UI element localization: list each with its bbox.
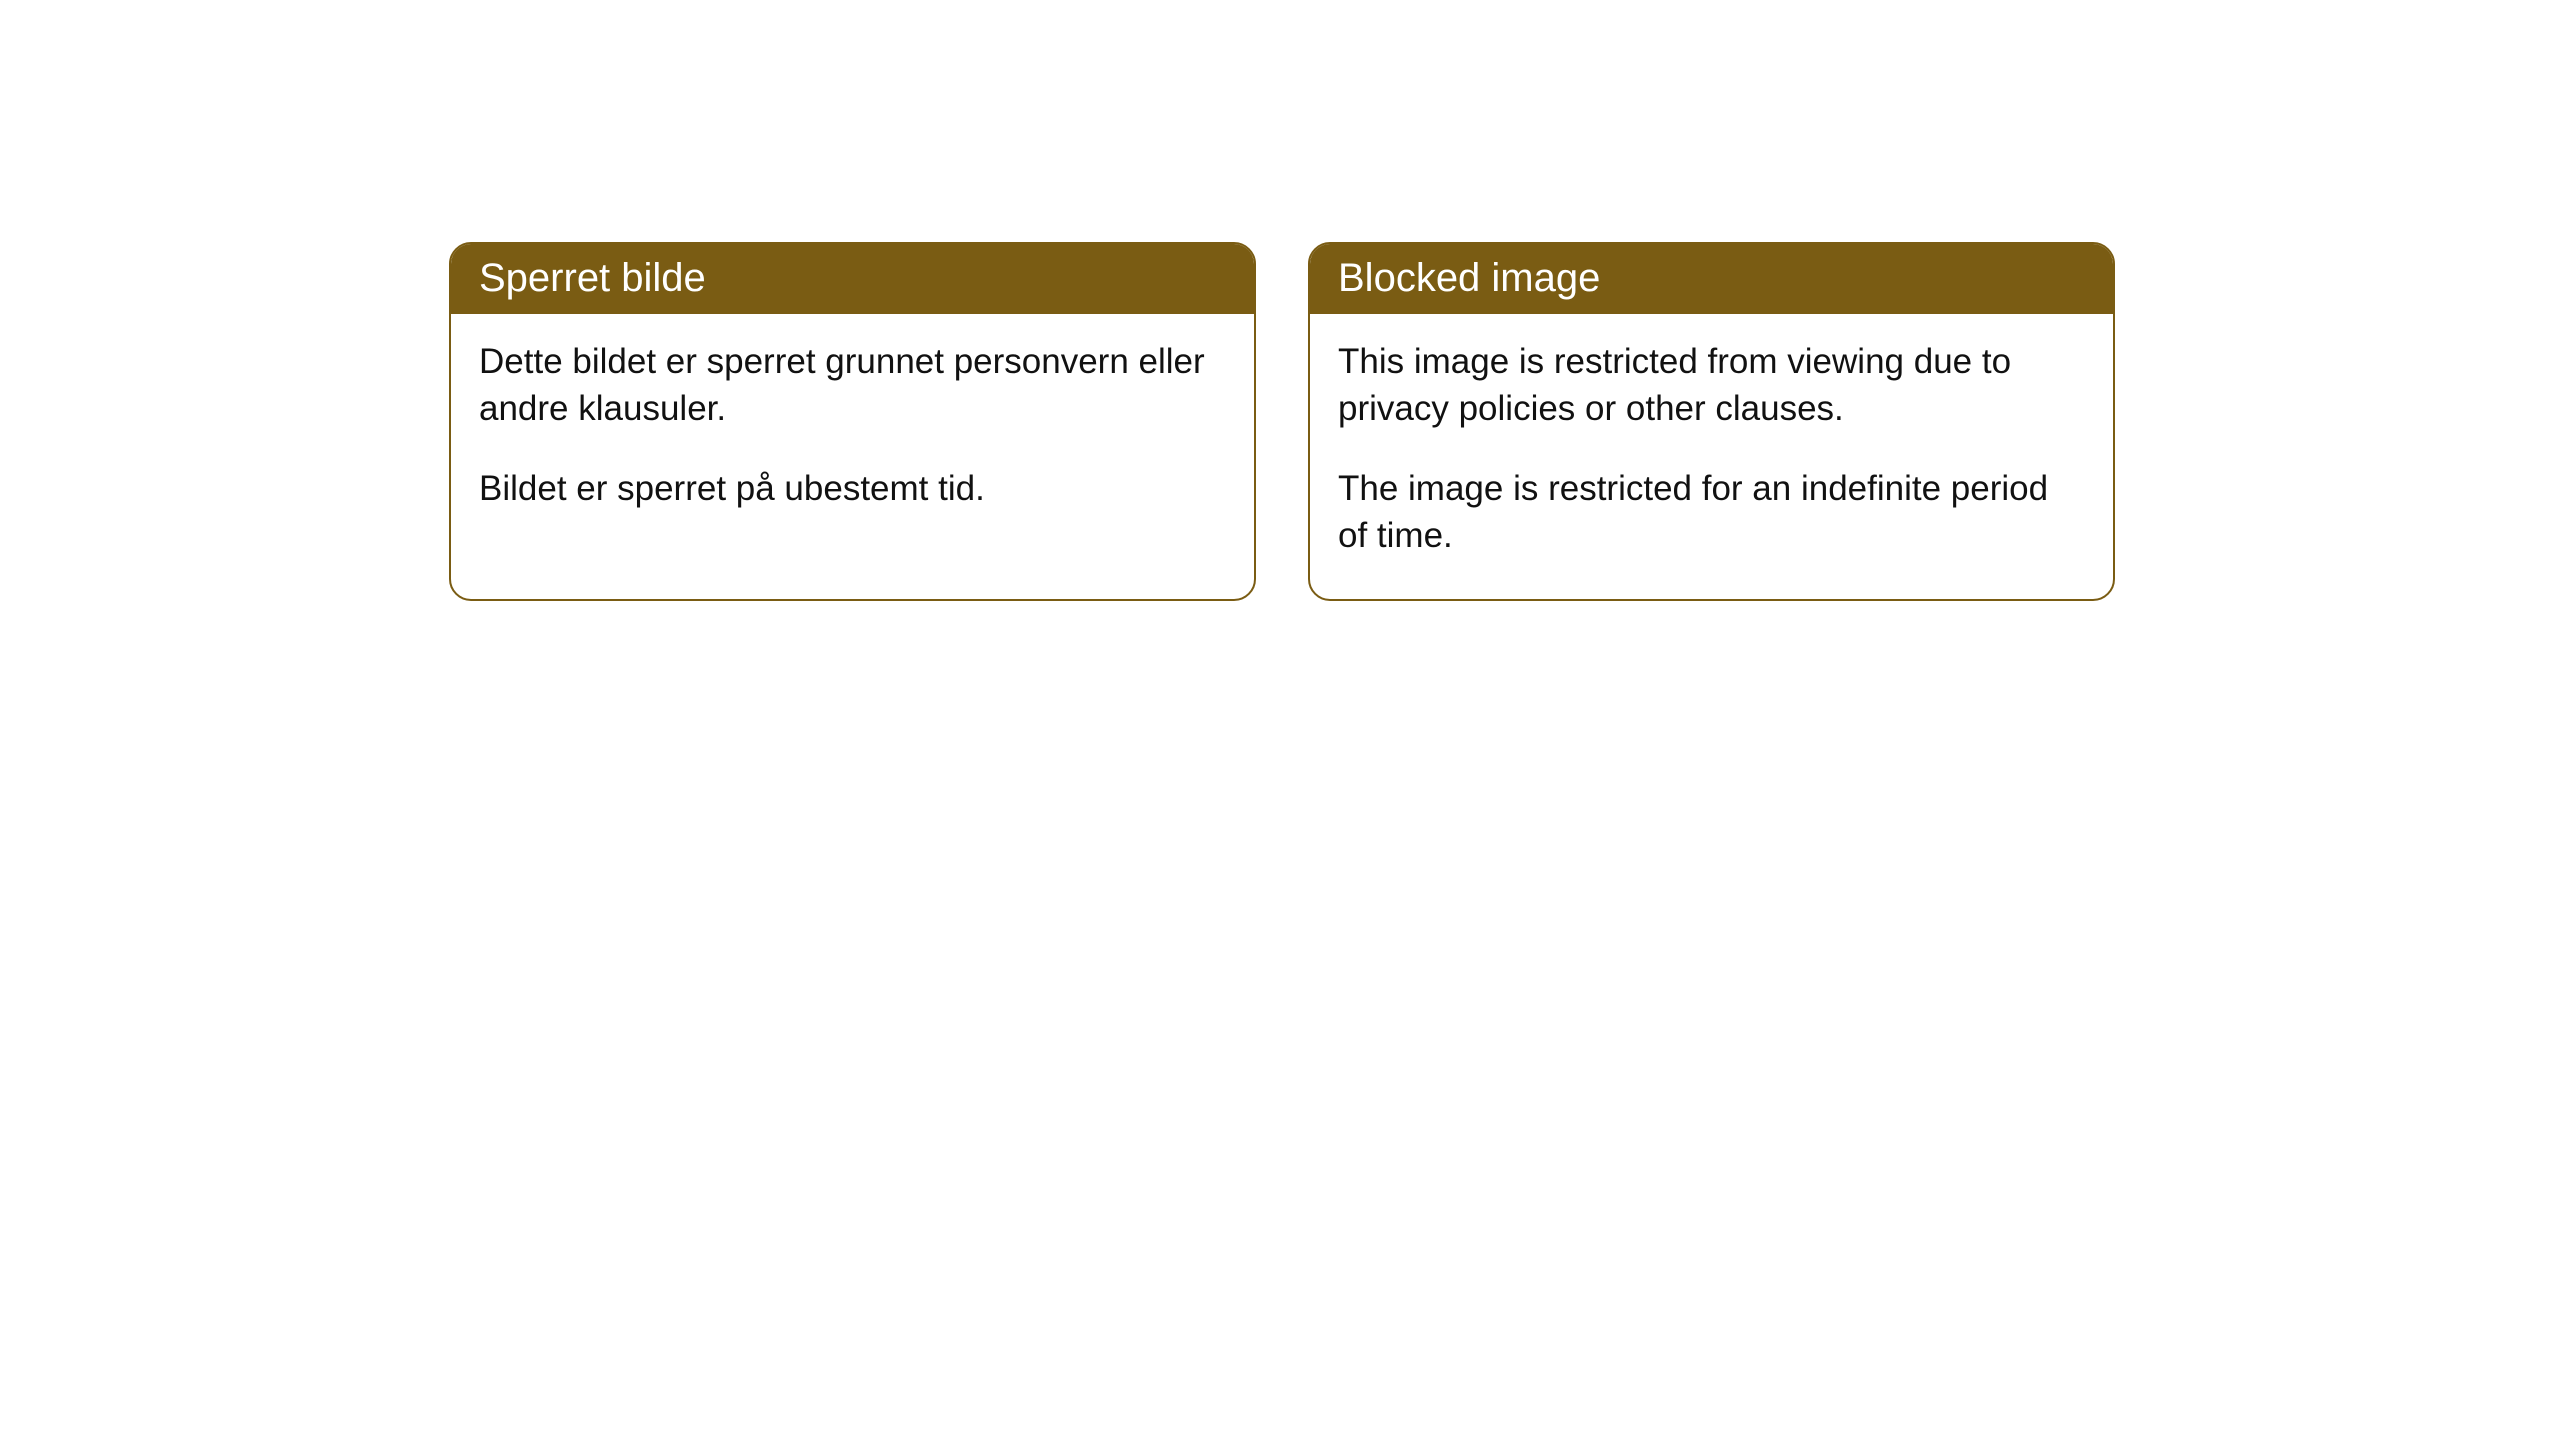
notice-container: Sperret bilde Dette bildet er sperret gr…: [0, 0, 2560, 601]
card-body-en: This image is restricted from viewing du…: [1310, 314, 2113, 599]
card-body-no: Dette bildet er sperret grunnet personve…: [451, 314, 1254, 552]
card-paragraph-en-1: This image is restricted from viewing du…: [1338, 338, 2085, 433]
card-paragraph-no-2: Bildet er sperret på ubestemt tid.: [479, 465, 1226, 512]
card-paragraph-en-2: The image is restricted for an indefinit…: [1338, 465, 2085, 560]
card-title-no: Sperret bilde: [451, 244, 1254, 314]
blocked-image-card-no: Sperret bilde Dette bildet er sperret gr…: [449, 242, 1256, 601]
card-title-en: Blocked image: [1310, 244, 2113, 314]
blocked-image-card-en: Blocked image This image is restricted f…: [1308, 242, 2115, 601]
card-paragraph-no-1: Dette bildet er sperret grunnet personve…: [479, 338, 1226, 433]
